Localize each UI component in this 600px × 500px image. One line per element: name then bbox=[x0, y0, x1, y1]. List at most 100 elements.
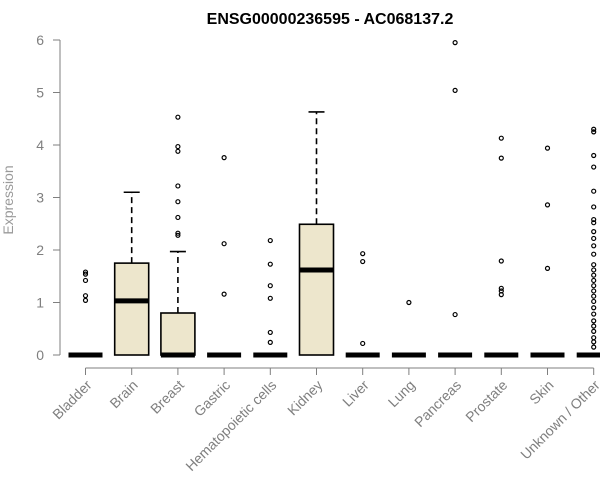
outlier-point bbox=[591, 126, 597, 132]
outlier-point bbox=[591, 152, 597, 159]
outlier-point bbox=[591, 262, 597, 268]
outlier-point bbox=[591, 328, 597, 334]
outlier-point bbox=[221, 155, 227, 161]
box-iqr bbox=[113, 262, 150, 356]
outlier-point bbox=[591, 311, 597, 317]
y-tick-label: 6 bbox=[36, 32, 44, 48]
x-tick-label: Breast bbox=[147, 377, 187, 417]
x-tick-label: Skin bbox=[526, 377, 557, 408]
box-iqr bbox=[298, 223, 335, 356]
box-group bbox=[298, 111, 335, 356]
outlier-point bbox=[591, 335, 597, 341]
x-tick-label: Bladder bbox=[49, 377, 95, 423]
outlier-point bbox=[175, 143, 181, 150]
outlier-point bbox=[498, 155, 504, 161]
outlier-point bbox=[498, 258, 504, 264]
y-tick-label: 5 bbox=[36, 85, 44, 101]
outlier-point bbox=[591, 129, 597, 135]
outlier-point bbox=[82, 293, 89, 299]
box-group bbox=[253, 237, 288, 358]
box-group bbox=[438, 40, 473, 358]
y-tick-label: 2 bbox=[36, 242, 44, 258]
outlier-point bbox=[175, 214, 181, 221]
y-axis-title: Expression bbox=[0, 165, 16, 234]
box-group bbox=[345, 251, 380, 358]
outlier-point bbox=[591, 220, 597, 226]
outlier-point bbox=[267, 339, 273, 345]
outlier-point bbox=[591, 323, 597, 329]
outlier-point bbox=[591, 277, 597, 284]
outlier-point bbox=[498, 135, 504, 141]
outlier-point bbox=[452, 87, 458, 94]
outlier-point bbox=[591, 298, 597, 305]
outlier-point bbox=[591, 251, 597, 257]
y-tick-label: 1 bbox=[36, 295, 44, 311]
outlier-point bbox=[498, 285, 504, 291]
box-iqr bbox=[160, 312, 196, 356]
outlier-point bbox=[221, 241, 227, 247]
outlier-point bbox=[591, 243, 597, 249]
box-group bbox=[68, 269, 103, 358]
outlier-point bbox=[591, 267, 597, 273]
x-tick-label: Kidney bbox=[284, 377, 326, 419]
outlier-point bbox=[406, 299, 412, 306]
box-group bbox=[113, 191, 150, 356]
y-tick-label: 0 bbox=[36, 347, 44, 363]
box-group bbox=[391, 299, 426, 358]
outlier-point bbox=[591, 305, 597, 311]
outlier-point bbox=[544, 202, 551, 208]
plot-area bbox=[68, 40, 600, 358]
box-group bbox=[530, 145, 565, 358]
outlier-point bbox=[591, 216, 597, 223]
outlier-point bbox=[591, 293, 597, 299]
outlier-point bbox=[267, 261, 273, 267]
outlier-point bbox=[175, 183, 181, 189]
chart-title: ENSG00000236595 - AC068137.2 bbox=[207, 11, 454, 28]
outlier-point bbox=[82, 269, 89, 275]
box-group bbox=[207, 155, 242, 358]
outlier-point bbox=[267, 295, 273, 301]
y-tick-label: 3 bbox=[36, 190, 44, 206]
outlier-point bbox=[591, 235, 597, 242]
outlier-point bbox=[591, 164, 597, 170]
outlier-point bbox=[591, 204, 597, 210]
x-tick-label: Prostate bbox=[462, 377, 510, 425]
y-tick-label: 4 bbox=[36, 137, 44, 153]
outlier-point bbox=[591, 272, 597, 278]
x-tick-label: Gastric bbox=[191, 377, 234, 420]
outlier-point bbox=[267, 283, 273, 289]
x-tick-label: Hematopoietic cells bbox=[182, 377, 279, 474]
outlier-point bbox=[498, 288, 504, 294]
box-group bbox=[576, 126, 600, 358]
outlier-point bbox=[591, 188, 597, 194]
outlier-point bbox=[591, 339, 597, 345]
outlier-point bbox=[591, 229, 597, 235]
outlier-point bbox=[267, 237, 273, 244]
outlier-point bbox=[452, 311, 458, 318]
x-tick-label: Brain bbox=[106, 377, 140, 411]
outlier-point bbox=[360, 251, 366, 257]
outlier-point bbox=[360, 258, 366, 265]
outlier-point bbox=[544, 265, 551, 271]
outlier-point bbox=[591, 288, 597, 294]
outlier-point bbox=[360, 340, 366, 347]
outlier-point bbox=[591, 318, 597, 324]
outlier-point bbox=[175, 199, 181, 205]
x-tick-label: Liver bbox=[339, 377, 372, 410]
x-tick-label: Pancreas bbox=[411, 377, 464, 430]
y-axis: 0 1 2 3 4 5 6 bbox=[36, 32, 61, 363]
box-group bbox=[484, 135, 519, 358]
outlier-point bbox=[82, 271, 89, 277]
outlier-point bbox=[267, 329, 273, 336]
outlier-point bbox=[591, 344, 597, 350]
x-tick-label: Unknown / Other bbox=[517, 377, 600, 463]
outlier-point bbox=[175, 114, 181, 120]
outlier-point bbox=[544, 145, 551, 151]
outlier-point bbox=[175, 232, 181, 238]
outlier-point bbox=[452, 40, 458, 46]
box-group bbox=[160, 114, 196, 358]
x-tick-label: Lung bbox=[385, 377, 418, 410]
outlier-point bbox=[175, 230, 181, 236]
